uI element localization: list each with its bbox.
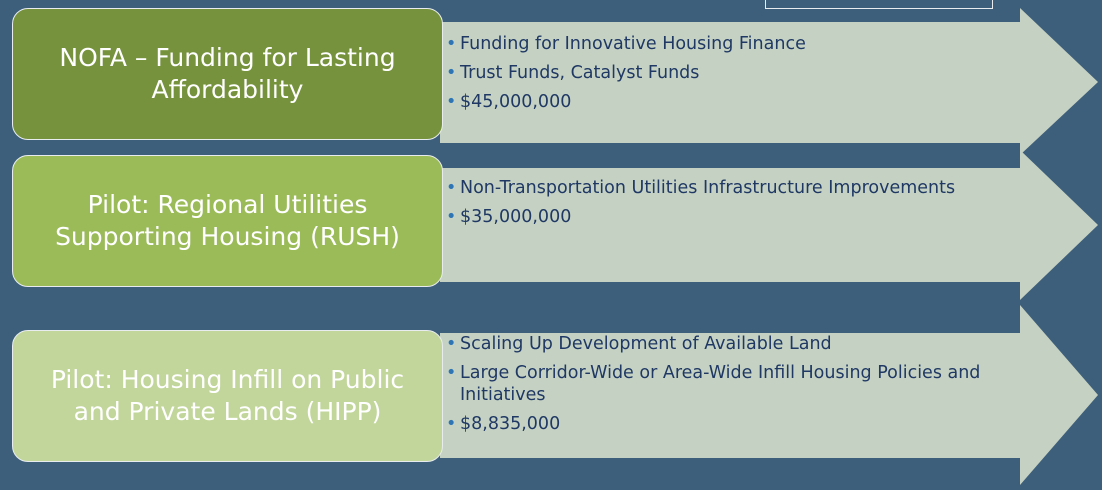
bullet-item: $8,835,000 bbox=[446, 413, 986, 435]
bullet-list: Scaling Up Development of Available Land… bbox=[446, 333, 986, 442]
bullet-item: Non-Transportation Utilities Infrastruct… bbox=[446, 177, 986, 199]
label-box: Pilot: Regional Utilities Supporting Hou… bbox=[12, 155, 443, 287]
bullet-list: Funding for Innovative Housing Finance Tr… bbox=[446, 33, 986, 120]
bullet-item: $35,000,000 bbox=[446, 206, 986, 228]
top-box bbox=[765, 0, 993, 9]
bullet-item: Large Corridor-Wide or Area-Wide Infill … bbox=[446, 362, 986, 406]
bullet-item: Scaling Up Development of Available Land bbox=[446, 333, 986, 355]
label-box: NOFA – Funding for Lasting Affordability bbox=[12, 8, 443, 140]
bullet-item: Funding for Innovative Housing Finance bbox=[446, 33, 986, 55]
label-box: Pilot: Housing Infill on Public and Priv… bbox=[12, 330, 443, 462]
bullet-list: Non-Transportation Utilities Infrastruct… bbox=[446, 177, 986, 235]
bullet-item: $45,000,000 bbox=[446, 91, 986, 113]
bullet-item: Trust Funds, Catalyst Funds bbox=[446, 62, 986, 84]
